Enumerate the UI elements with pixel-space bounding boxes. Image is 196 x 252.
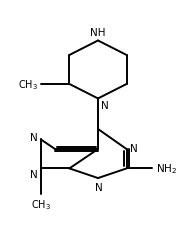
Text: NH: NH — [90, 27, 106, 38]
Text: N: N — [102, 101, 109, 111]
Text: NH$_2$: NH$_2$ — [156, 162, 177, 176]
Text: N: N — [131, 143, 138, 153]
Text: N: N — [30, 170, 37, 180]
Text: CH$_3$: CH$_3$ — [18, 78, 38, 91]
Text: N: N — [30, 133, 37, 143]
Text: N: N — [95, 183, 103, 193]
Text: CH$_3$: CH$_3$ — [31, 197, 51, 211]
